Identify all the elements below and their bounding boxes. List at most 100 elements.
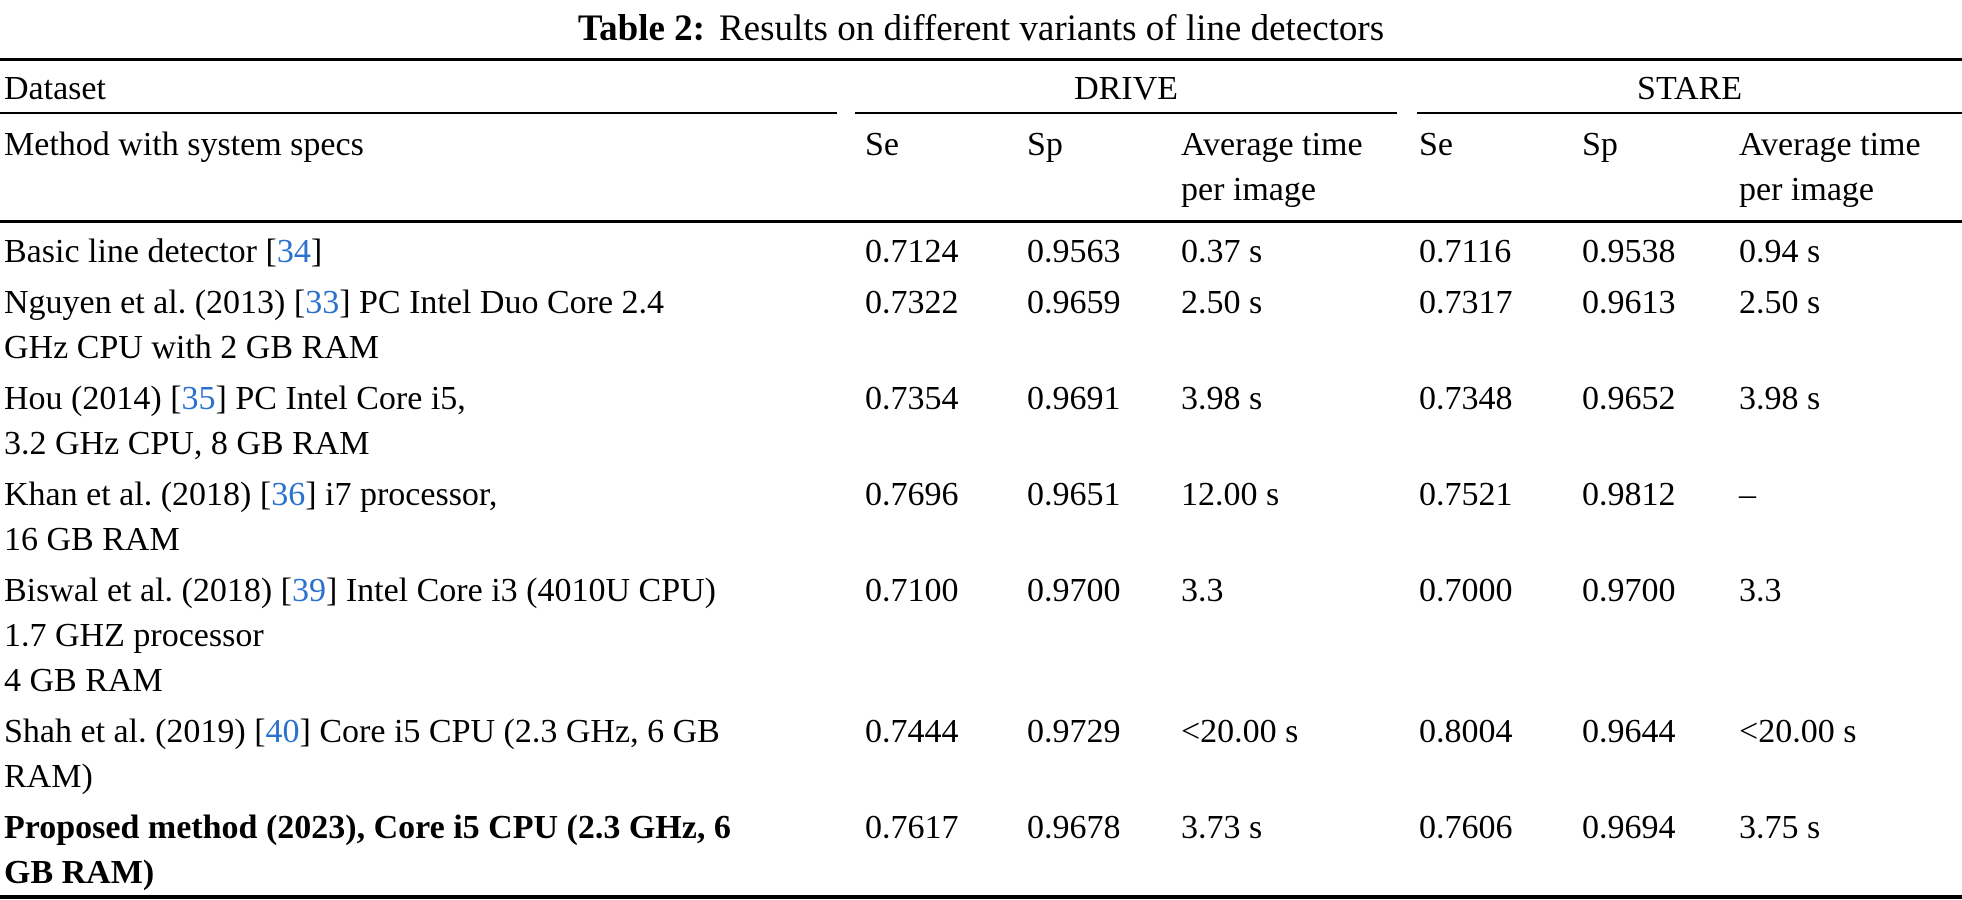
stare-sp-cell: 0.9644: [1582, 713, 1676, 750]
results-table-body: Basic line detector [34] 0.7124 0.9563 0.37…: [0, 222, 1962, 898]
citation-link[interactable]: 33: [305, 284, 340, 321]
table-caption-text: Results on different variants of line de…: [719, 8, 1385, 49]
drive-time-column-header: Average time per image: [1171, 114, 1410, 223]
drive-sp-column-header: Sp: [1017, 114, 1171, 223]
stare-sp-cell: 0.9613: [1582, 284, 1676, 321]
results-table: Dataset DRIVE STARE Method with system s…: [0, 58, 1962, 899]
table-row: Proposed method (2023), Core i5 CPU (2.3…: [0, 799, 1962, 897]
drive-se-cell: 0.7354: [865, 380, 959, 417]
column-header-row: Method with system specs Se Sp Average t…: [0, 114, 1962, 223]
method-text: ] i7 processor,: [305, 476, 498, 513]
drive-se-cell: 0.7322: [865, 284, 959, 321]
stare-sp-cell: 0.9652: [1582, 380, 1676, 417]
drive-time-cell: 12.00 s: [1181, 476, 1280, 513]
method-cell: Shah et al. (2019) [40] Core i5 CPU (2.3…: [0, 703, 855, 799]
drive-sp-cell: 0.9729: [1027, 713, 1121, 750]
drive-sp-cell: 0.9659: [1027, 284, 1121, 321]
method-text: Proposed method (2023), Core i5 CPU (2.3…: [4, 809, 731, 846]
table-row: Nguyen et al. (2013) [33] PC Intel Duo C…: [0, 274, 1962, 370]
stare-group-label: STARE: [1417, 61, 1962, 114]
table-row: Khan et al. (2018) [36] i7 processor, 16 …: [0, 466, 1962, 562]
method-cell: Khan et al. (2018) [36] i7 processor, 16 …: [0, 466, 855, 562]
drive-se-cell: 0.7100: [865, 572, 959, 609]
stare-se-cell: 0.7348: [1419, 380, 1513, 417]
drive-se-column-header: Se: [855, 114, 1017, 223]
table-row: Biswal et al. (2018) [39] Intel Core i3 …: [0, 562, 1962, 703]
group-header-row: Dataset DRIVE STARE: [0, 60, 1962, 114]
method-cell: Proposed method (2023), Core i5 CPU (2.3…: [0, 799, 855, 897]
stare-sp-cell: 0.9694: [1582, 809, 1676, 846]
stare-se-cell: 0.7000: [1419, 572, 1513, 609]
drive-time-cell: 3.98 s: [1181, 380, 1263, 417]
stare-time-cell: 3.75 s: [1739, 809, 1821, 846]
drive-time-cell: <20.00 s: [1181, 713, 1299, 750]
drive-time-cell: 0.37 s: [1181, 233, 1263, 270]
drive-se-cell: 0.7696: [865, 476, 959, 513]
stare-sp-cell: 0.9538: [1582, 233, 1676, 270]
method-cell: Basic line detector [34]: [0, 222, 855, 275]
drive-se-cell: 0.7124: [865, 233, 959, 270]
method-text: Biswal et al. (2018) [: [4, 572, 292, 609]
drive-group-header-cell: DRIVE: [855, 60, 1409, 114]
drive-sp-cell: 0.9691: [1027, 380, 1121, 417]
drive-se-cell: 0.7617: [865, 809, 959, 846]
citation-link[interactable]: 39: [292, 572, 326, 609]
dataset-header-cell: Dataset: [0, 60, 855, 114]
method-text: 4 GB RAM: [4, 662, 163, 699]
citation-link[interactable]: 40: [265, 713, 300, 750]
method-text: 1.7 GHZ processor: [4, 617, 264, 654]
stare-se-cell: 0.8004: [1419, 713, 1513, 750]
citation-link[interactable]: 36: [271, 476, 306, 513]
stare-sp-cell: 0.9812: [1582, 476, 1676, 513]
stare-time-cell: –: [1739, 476, 1757, 513]
table-row: Hou (2014) [35] PC Intel Core i5, 3.2 GHz…: [0, 370, 1962, 466]
stare-se-cell: 0.7606: [1419, 809, 1513, 846]
method-column-header: Method with system specs: [0, 114, 855, 223]
method-text: ] PC Intel Duo Core 2.4: [339, 284, 665, 321]
table-row: Shah et al. (2019) [40] Core i5 CPU (2.3…: [0, 703, 1962, 799]
method-text: 16 GB RAM: [4, 521, 180, 558]
method-text: 3.2 GHz CPU, 8 GB RAM: [4, 425, 370, 462]
stare-sp-column-header: Sp: [1572, 114, 1730, 223]
method-cell: Hou (2014) [35] PC Intel Core i5, 3.2 GHz…: [0, 370, 855, 466]
method-cell: Biswal et al. (2018) [39] Intel Core i3 …: [0, 562, 855, 703]
method-text: Basic line detector [: [4, 233, 277, 270]
drive-time-cell: 2.50 s: [1181, 284, 1263, 321]
table-caption: Table 2: Results on different variants of…: [0, 0, 1962, 58]
method-text: GHz CPU with 2 GB RAM: [4, 329, 379, 366]
citation-link[interactable]: 34: [276, 233, 311, 270]
method-text: Hou (2014) [: [4, 380, 182, 417]
citation-link[interactable]: 35: [181, 380, 216, 417]
method-text: ]: [310, 233, 323, 270]
stare-time-cell: <20.00 s: [1739, 713, 1857, 750]
table-caption-label: Table 2:: [577, 8, 705, 49]
stare-time-cell: 3.98 s: [1739, 380, 1821, 417]
drive-sp-cell: 0.9563: [1027, 233, 1121, 270]
stare-se-cell: 0.7521: [1419, 476, 1513, 513]
method-text: ] Core i5 CPU (2.3 GHz, 6 GB: [299, 713, 720, 750]
dataset-header-label: Dataset: [0, 61, 837, 114]
stare-time-column-header: Average time per image: [1729, 114, 1962, 223]
stare-sp-cell: 0.9700: [1582, 572, 1676, 609]
drive-sp-cell: 0.9700: [1027, 572, 1121, 609]
stare-time-cell: 3.3: [1739, 572, 1782, 609]
method-text: Nguyen et al. (2013) [: [4, 284, 306, 321]
drive-sp-cell: 0.9651: [1027, 476, 1121, 513]
drive-time-cell: 3.73 s: [1181, 809, 1263, 846]
stare-time-cell: 2.50 s: [1739, 284, 1821, 321]
drive-group-label: DRIVE: [855, 61, 1398, 114]
stare-se-column-header: Se: [1409, 114, 1573, 223]
table-row: Basic line detector [34] 0.7124 0.9563 0.37…: [0, 222, 1962, 275]
drive-time-cell: 3.3: [1181, 572, 1224, 609]
method-text: RAM): [4, 758, 93, 795]
method-text: ] PC Intel Core i5,: [215, 380, 466, 417]
stare-se-cell: 0.7317: [1419, 284, 1513, 321]
method-text: Shah et al. (2019) [: [4, 713, 266, 750]
drive-se-cell: 0.7444: [865, 713, 959, 750]
stare-time-cell: 0.94 s: [1739, 233, 1821, 270]
method-text: Khan et al. (2018) [: [4, 476, 272, 513]
drive-sp-cell: 0.9678: [1027, 809, 1121, 846]
method-text: GB RAM): [4, 854, 155, 891]
method-cell: Nguyen et al. (2013) [33] PC Intel Duo C…: [0, 274, 855, 370]
